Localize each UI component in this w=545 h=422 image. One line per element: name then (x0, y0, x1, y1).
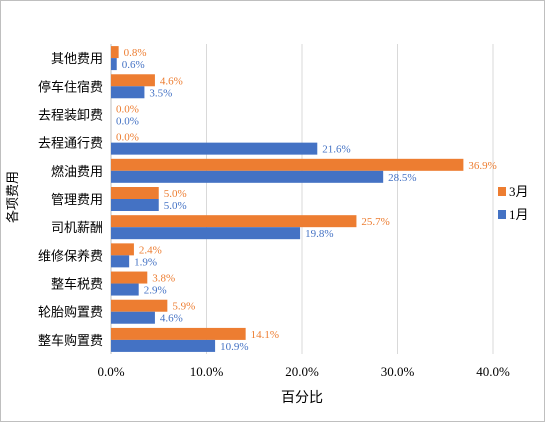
category-label: 燃油费用 (51, 164, 103, 180)
data-label: 3.5% (149, 87, 172, 99)
legend-entry: 1月 (509, 207, 529, 222)
bar-march (111, 299, 168, 312)
data-label: 3.8% (152, 273, 175, 285)
x-tick-label: 20.0% (285, 364, 319, 379)
data-label: 5.0% (164, 188, 187, 200)
data-label: 5.9% (172, 301, 195, 313)
data-label: 1.9% (134, 256, 157, 268)
data-label: 0.0% (116, 132, 139, 144)
bar-january (111, 283, 139, 296)
data-label: 21.6% (322, 144, 350, 156)
bar-january (111, 86, 145, 99)
legend-entry: 3月 (509, 184, 529, 199)
data-label: 4.6% (160, 313, 183, 325)
category-label: 其他费用 (51, 52, 103, 67)
data-label: 28.5% (388, 172, 416, 184)
category-label: 停车住宿费 (38, 79, 103, 95)
x-axis-label: 百分比 (281, 390, 323, 406)
y-axis-label: 各项费用 (5, 171, 21, 223)
bar-january (111, 227, 301, 240)
bars (111, 46, 464, 352)
x-tick-labels: 0.0% 10.0% 20.0% 30.0% 40.0% (97, 364, 510, 379)
bar-march (111, 46, 119, 59)
category-label: 去程通行费 (38, 137, 103, 152)
category-label: 司机薪酬 (51, 221, 103, 236)
category-label: 整车购置费 (38, 333, 103, 349)
category-labels: 其他费用停车住宿费去程装卸费去程通行费燃油费用管理费用司机薪酬维修保养费整车税费… (38, 52, 103, 349)
category-label: 轮胎购置费 (38, 305, 103, 321)
data-label: 0.8% (124, 47, 147, 59)
bar-march (111, 187, 159, 199)
data-label: 2.9% (144, 285, 167, 297)
data-label: 5.0% (164, 200, 187, 212)
data-label: 10.9% (220, 341, 248, 353)
bar-march (111, 271, 148, 284)
bar-march (111, 74, 155, 87)
bar-january (111, 58, 117, 71)
x-tick-label: 10.0% (190, 364, 224, 379)
bar-march (111, 327, 246, 340)
bar-march (111, 158, 464, 171)
x-tick-label: 30.0% (381, 364, 415, 379)
data-label: 2.4% (139, 244, 162, 256)
category-label: 整车税费 (51, 277, 103, 293)
data-labels: 0.8%0.6%4.6%3.5%0.0%0.0%0.0%21.6%36.9%28… (116, 47, 497, 353)
bar-january (111, 199, 159, 211)
bar-march (111, 243, 134, 256)
bar-january (111, 142, 318, 155)
data-label: 25.7% (361, 216, 389, 228)
data-label: 19.8% (305, 228, 333, 240)
data-label: 36.9% (468, 160, 496, 172)
x-tick-label: 40.0% (476, 364, 510, 379)
x-tick-label: 0.0% (97, 364, 124, 379)
data-label: 4.6% (160, 75, 183, 87)
data-label: 0.6% (122, 59, 145, 71)
category-label: 维修保养费 (38, 248, 103, 264)
category-label: 管理费用 (51, 193, 103, 208)
bar-january (111, 170, 384, 183)
bar-january (111, 311, 155, 324)
legend-swatch (498, 210, 506, 219)
bar-january (111, 339, 216, 352)
category-label: 去程装卸费 (38, 107, 103, 123)
bar-january (111, 255, 130, 268)
legend-swatch (498, 187, 506, 196)
legend: 3月 1月 (498, 184, 529, 222)
bar-march (111, 215, 357, 228)
data-label: 14.1% (251, 329, 279, 341)
data-label: 0.0% (116, 103, 139, 115)
data-label: 0.0% (116, 115, 139, 127)
